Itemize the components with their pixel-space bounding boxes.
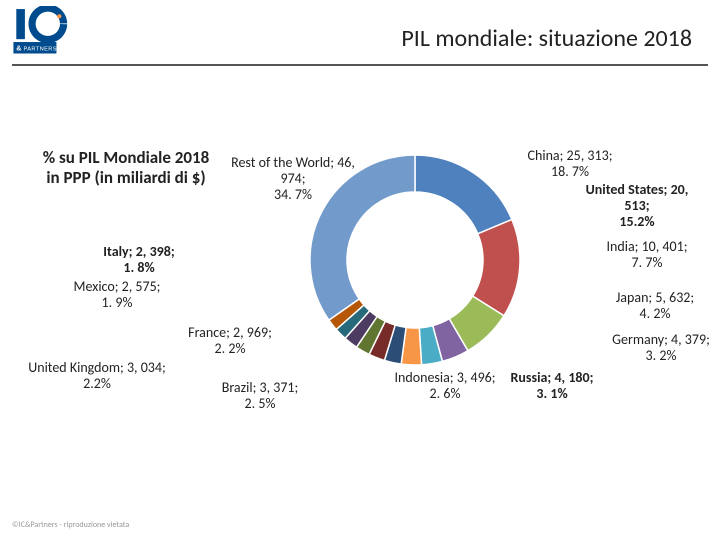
donut-chart: [300, 145, 530, 375]
slice-label: Mexico; 2, 575;1. 9%: [52, 279, 182, 311]
slice-label: Japan; 5, 632;4. 2%: [600, 290, 710, 322]
page-title: PIL mondiale: situazione 2018: [401, 24, 692, 53]
slice-label: India; 10, 401;7. 7%: [592, 239, 702, 271]
donut-slice: [310, 155, 415, 320]
logo-brand-text: PARTNERS: [23, 47, 56, 53]
slide-page: & PARTNERS PIL mondiale: situazione 2018…: [0, 0, 720, 540]
footer-copyright: ©IC&Partners - riproduzione vietata: [12, 520, 129, 530]
slice-label: United Kingdom; 3, 034;2.2%: [22, 360, 172, 392]
logo-svg: & PARTNERS: [12, 6, 98, 58]
header-divider: [12, 64, 708, 66]
donut-svg: [300, 145, 530, 375]
slice-label: Germany; 4, 379;3. 2%: [596, 332, 720, 364]
slice-label: Italy; 2, 398;1. 8%: [54, 244, 224, 276]
logo: & PARTNERS: [12, 6, 98, 58]
slice-label: Brazil; 3, 371;2. 5%: [200, 380, 320, 412]
subtitle-line2: in PPP (in miliardi di $): [26, 168, 226, 188]
subtitle-line1: % su PIL Mondiale 2018: [26, 148, 226, 168]
chart-subtitle: % su PIL Mondiale 2018 in PPP (in miliar…: [26, 148, 226, 189]
donut-slice: [415, 155, 512, 234]
svg-text:&: &: [16, 45, 21, 53]
slice-label: France; 2, 969;2. 2%: [170, 325, 290, 357]
slice-label: United States; 20, 513;15.2%: [572, 182, 702, 230]
